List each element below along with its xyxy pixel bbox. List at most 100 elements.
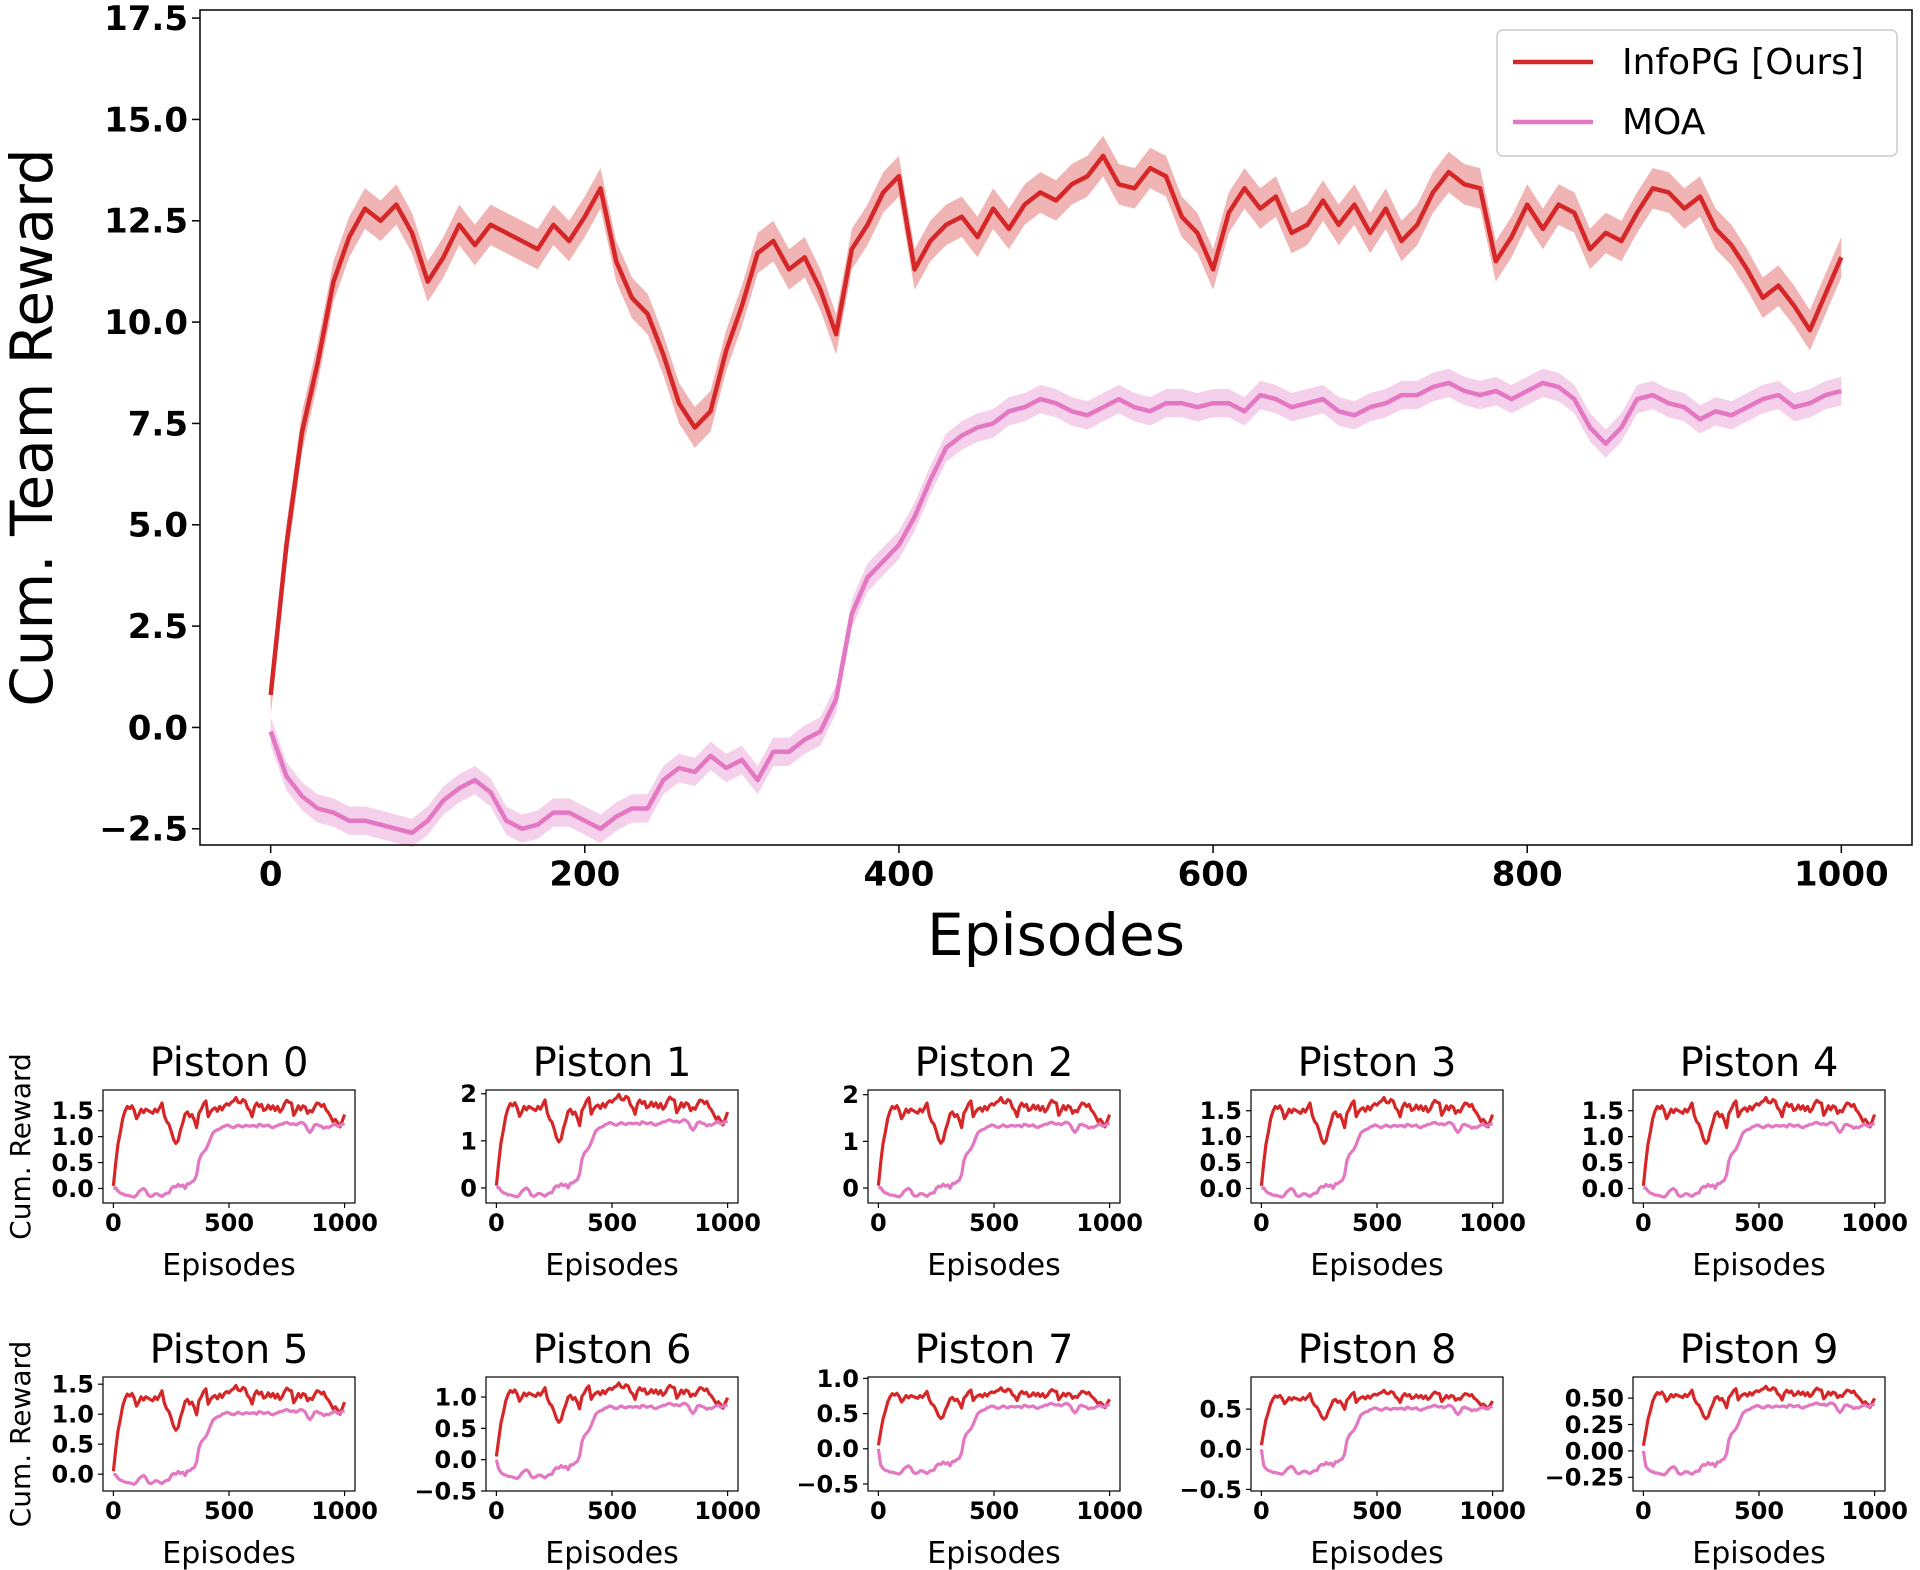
piston-8-xlabel: Episodes — [1310, 1536, 1443, 1570]
main-xtick-label: 600 — [1178, 854, 1249, 894]
piston-2-xtick-label: 1000 — [1076, 1209, 1143, 1237]
main-ytick-label: 2.5 — [128, 607, 188, 647]
piston-4-xlabel: Episodes — [1692, 1248, 1825, 1283]
piston-7-ytick-label: −0.5 — [796, 1470, 859, 1498]
main-xtick-label: 800 — [1492, 854, 1563, 894]
piston-4-ytick-label: 0.5 — [1581, 1149, 1624, 1177]
piston-2-ytick-label: 2 — [842, 1081, 859, 1109]
main-ytick-label: 15.0 — [104, 100, 188, 140]
main-ytick-label: 12.5 — [104, 202, 188, 242]
piston-7-chart: 0 500 1000 −0.5 0.0 0.5 1.0 Episodes Piston 7 — [796, 1327, 1143, 1570]
piston-6-ytick-label: −0.5 — [414, 1477, 477, 1505]
piston-1-infopg-line — [494, 1092, 730, 1186]
piston-9-ytick-label: 0.50 — [1565, 1385, 1624, 1413]
piston-5-title: Piston 5 — [150, 1327, 309, 1373]
main-moa-band — [270, 368, 1842, 847]
piston-0-moa-line — [112, 1120, 346, 1199]
piston-0-ytick-label: 0.5 — [51, 1149, 94, 1177]
piston-0-frame — [102, 1089, 356, 1204]
piston-0-chart: 0 500 1000 0.00.51.01.5 Episodes Cum. Reward P… — [4, 1040, 378, 1283]
piston-1-ytick-label: 0 — [460, 1174, 477, 1202]
piston-9-xtick-label: 0 — [1635, 1497, 1652, 1525]
piston-8-chart: 0 500 1000 −0.5 0.0 0.5 Episodes Piston 8 — [1179, 1327, 1526, 1570]
piston-1-xlabel: Episodes — [545, 1248, 678, 1283]
piston-7-ytick-label: 0.5 — [816, 1400, 859, 1428]
piston-5-xtick-label: 1000 — [311, 1497, 378, 1525]
piston-4-xtick-label: 500 — [1734, 1209, 1784, 1237]
piston-1-xtick-label: 0 — [488, 1209, 505, 1237]
piston-4-ytick-label: 0.0 — [1581, 1175, 1624, 1203]
piston-7-infopg-line — [876, 1386, 1112, 1446]
piston-5-ytick-label: 0.0 — [51, 1461, 94, 1489]
main-xlabel: Episodes — [927, 901, 1185, 969]
piston-0-ytick-label: 1.0 — [51, 1123, 94, 1151]
piston-3-moa-line — [1260, 1120, 1494, 1199]
main-xtick-label: 200 — [549, 854, 620, 894]
piston-6-xtick-label: 0 — [488, 1497, 505, 1525]
main-chart: 0 200 400 600 800 1000 −2.5 0.0 2.5 5.0 7.5 10.0 12.… — [0, 0, 1913, 969]
legend-box — [1496, 29, 1898, 157]
piston-2-xtick-label: 500 — [969, 1209, 1019, 1237]
piston-0-xlabel: Episodes — [162, 1248, 295, 1283]
main-xtick-label: 0 — [259, 854, 283, 894]
piston-7-xtick-label: 0 — [870, 1497, 887, 1525]
piston-6-moa-line — [494, 1401, 729, 1481]
piston-5-xlabel: Episodes — [162, 1536, 295, 1570]
piston-8-title: Piston 8 — [1298, 1327, 1457, 1373]
piston-3-ytick-label: 1.5 — [1199, 1097, 1242, 1125]
piston-0-xtick-label: 0 — [105, 1209, 122, 1237]
piston-2-xtick-label: 0 — [870, 1209, 887, 1237]
piston-7-title: Piston 7 — [915, 1327, 1074, 1373]
piston-1-moa-line — [495, 1118, 729, 1199]
piston-0-ylabel: Cum. Reward — [4, 1053, 37, 1240]
piston-8-ytick-label: −0.5 — [1179, 1476, 1242, 1504]
piston-6-ytick-label: 0.5 — [434, 1415, 477, 1443]
piston-0-xtick-label: 1000 — [311, 1209, 378, 1237]
piston-9-infopg-line — [1641, 1384, 1877, 1446]
piston-4-ytick-label: 1.5 — [1581, 1097, 1624, 1125]
piston-4-chart: 0 500 1000 0.00.51.01.5 Episodes Piston 4 — [1581, 1040, 1908, 1283]
piston-5-xtick-label: 0 — [105, 1497, 122, 1525]
piston-8-xtick-label: 0 — [1253, 1497, 1270, 1525]
piston-5-ytick-label: 1.5 — [51, 1371, 94, 1399]
piston-6-title: Piston 6 — [533, 1327, 692, 1373]
main-infopg-band — [270, 135, 1842, 716]
piston-9-ytick-label: −0.25 — [1545, 1464, 1624, 1492]
piston-9-xtick-label: 1000 — [1841, 1497, 1908, 1525]
main-ytick-label: 5.0 — [128, 506, 188, 546]
piston-5-ylabel: Cum. Reward — [4, 1341, 37, 1528]
piston-5-ytick-label: 0.5 — [51, 1431, 94, 1459]
main-xtick-label: 1000 — [1794, 854, 1889, 894]
piston-5-infopg-line — [111, 1383, 347, 1472]
piston-4-infopg-line — [1641, 1095, 1877, 1187]
piston-4-ytick-label: 1.0 — [1581, 1123, 1624, 1151]
piston-2-frame — [867, 1089, 1121, 1204]
piston-4-xtick-label: 0 — [1635, 1209, 1652, 1237]
piston-6-xlabel: Episodes — [545, 1536, 678, 1570]
piston-4-frame — [1632, 1089, 1886, 1204]
piston-1-chart: 0 500 1000 0 1 2 Episodes Piston 1 — [460, 1040, 761, 1283]
piston-9-moa-line — [1641, 1401, 1876, 1477]
piston-5-xtick-label: 500 — [204, 1497, 254, 1525]
piston-2-ytick-label: 1 — [842, 1128, 859, 1156]
piston-6-ytick-label: 0.0 — [434, 1446, 477, 1474]
piston-7-xtick-label: 1000 — [1076, 1497, 1143, 1525]
piston-3-ytick-label: 0.5 — [1199, 1149, 1242, 1177]
piston-9-title: Piston 9 — [1680, 1327, 1839, 1373]
piston-1-ytick-label: 1 — [460, 1127, 477, 1155]
piston-1-title: Piston 1 — [533, 1040, 692, 1086]
piston-3-frame — [1250, 1089, 1504, 1204]
piston-0-ytick-label: 1.5 — [51, 1097, 94, 1125]
piston-8-infopg-line — [1259, 1388, 1494, 1446]
piston-3-xtick-label: 0 — [1253, 1209, 1270, 1237]
main-moa-line — [268, 380, 1842, 836]
piston-6-xtick-label: 1000 — [694, 1497, 761, 1525]
piston-9-ytick-label: 0.25 — [1565, 1411, 1624, 1439]
piston-3-xtick-label: 1000 — [1459, 1209, 1526, 1237]
piston-1-xtick-label: 500 — [587, 1209, 637, 1237]
main-ytick-label: 0.0 — [128, 708, 188, 748]
piston-8-ytick-label: 0.0 — [1199, 1436, 1242, 1464]
piston-7-ytick-label: 1.0 — [816, 1365, 859, 1393]
piston-1-ytick-label: 2 — [460, 1080, 477, 1108]
